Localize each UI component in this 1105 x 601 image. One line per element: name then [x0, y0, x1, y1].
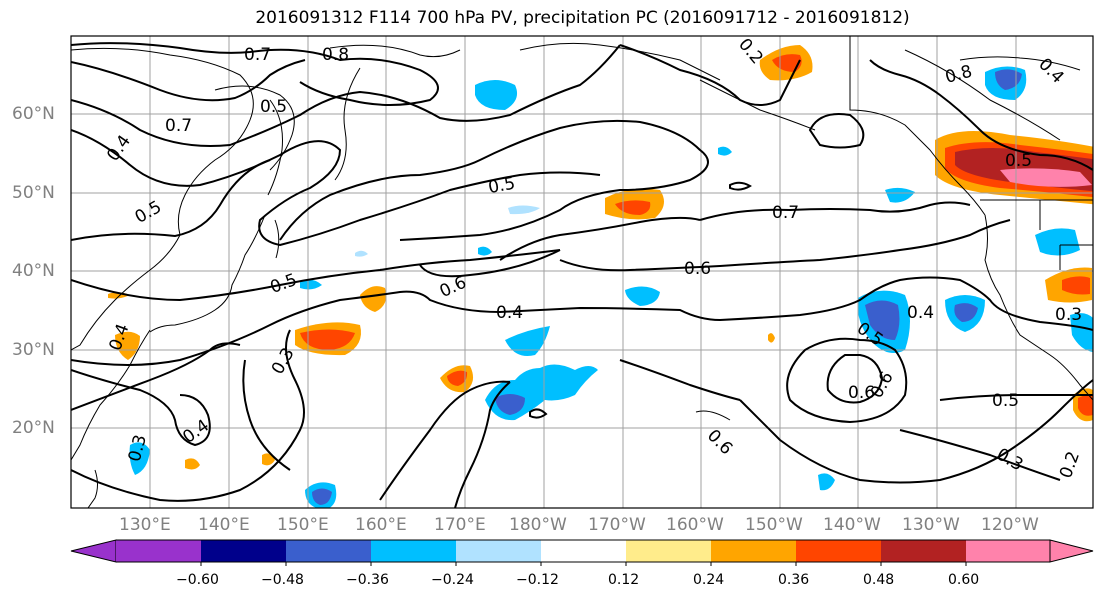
- contour-label: 0.6: [703, 426, 736, 459]
- contour-label: 0.4: [103, 132, 135, 166]
- lon-label: 160°W: [666, 515, 724, 535]
- colorbar-tick-label: −0.12: [516, 572, 559, 588]
- lat-label: 20°N: [12, 418, 55, 438]
- contour-label: 0.7: [165, 116, 192, 136]
- lat-label: 40°N: [12, 261, 55, 281]
- contour-label: 0.7: [772, 203, 799, 223]
- lon-label: 120°W: [981, 515, 1039, 535]
- contour-label: 0.8: [943, 62, 974, 88]
- graticule: [71, 36, 1093, 508]
- contour-label: 0.4: [179, 416, 213, 448]
- coastlines: [71, 36, 1093, 508]
- colorbar-tick-label: −0.24: [431, 572, 474, 588]
- lon-label: 140°W: [823, 515, 881, 535]
- lat-label: 30°N: [12, 340, 55, 360]
- lon-label: 130°E: [119, 515, 171, 535]
- contour-label: 0.3: [1055, 305, 1082, 325]
- lat-label: 60°N: [12, 104, 55, 124]
- contour-label: 0.5: [132, 197, 165, 228]
- contour-label: 0.5: [260, 97, 287, 117]
- lon-label: 170°W: [588, 515, 646, 535]
- colorbar-tick-label: −0.36: [346, 572, 389, 588]
- lon-label: 130°W: [902, 515, 960, 535]
- map-frame: [70, 35, 1094, 509]
- lon-label: 160°E: [355, 515, 407, 535]
- colorbar-extend-high: [1049, 539, 1094, 563]
- colorbar: [70, 539, 1094, 566]
- contour-label: 0.5: [1005, 151, 1032, 171]
- colorbar-tick-label: 0.12: [608, 572, 640, 588]
- contour-label: 0.2: [1056, 449, 1084, 481]
- contour-label: 0.4: [496, 303, 523, 323]
- contour-label: 0.3: [993, 445, 1026, 476]
- contour-label: 0.4: [907, 303, 934, 323]
- contour-label: 0.6: [848, 383, 875, 403]
- colorbar-extend-low: [70, 539, 117, 563]
- precipitation-shading: [108, 45, 1093, 508]
- colorbar-tick-label: 0.48: [863, 572, 895, 588]
- colorbar-tick-label: 0.60: [948, 572, 980, 588]
- lon-label: 140°E: [198, 515, 250, 535]
- contour-label: 0.7: [244, 45, 271, 65]
- lon-label: 150°W: [745, 515, 803, 535]
- contour-label: 0.6: [684, 259, 711, 279]
- pv-contours: [71, 42, 1093, 508]
- contour-label: 0.5: [992, 391, 1019, 411]
- contour-label: 0.5: [487, 174, 517, 198]
- colorbar-tick-label: 0.36: [778, 572, 810, 588]
- map-title: 2016091312 F114 700 hPa PV, precipitatio…: [255, 8, 910, 28]
- colorbar-tick-label: −0.48: [261, 572, 304, 588]
- colorbar-tick-label: −0.60: [176, 572, 219, 588]
- contour-label: 0.5: [268, 270, 300, 298]
- lon-label: 170°E: [434, 515, 486, 535]
- lon-label: 150°E: [277, 515, 329, 535]
- contour-label: 0.4: [1034, 54, 1067, 87]
- lon-label: 180°W: [509, 515, 567, 535]
- contour-label: 0.8: [322, 45, 349, 65]
- colorbar-tick-label: 0.24: [693, 572, 725, 588]
- lat-label: 50°N: [12, 183, 55, 203]
